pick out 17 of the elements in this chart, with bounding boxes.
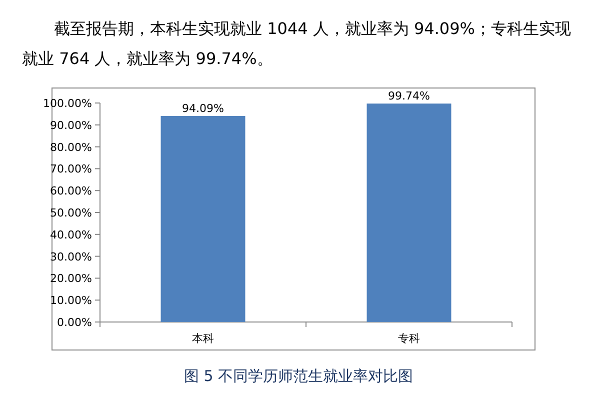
y-tick-label: 70.00%: [50, 162, 92, 176]
y-tick-label: 40.00%: [50, 228, 92, 242]
y-tick-label: 60.00%: [50, 184, 92, 198]
data-label: 94.09%: [182, 102, 224, 115]
y-tick-label: 0.00%: [57, 316, 92, 329]
y-tick-label: 100.00%: [43, 97, 92, 110]
y-tick-label: 80.00%: [50, 140, 92, 154]
y-tick-label: 20.00%: [50, 272, 92, 286]
y-tick-label: 30.00%: [50, 250, 92, 264]
y-tick-label: 90.00%: [50, 118, 92, 132]
text: 图 5 不同学历师范生就业率对比图: [182, 367, 414, 386]
y-tick-label: 50.00%: [50, 206, 92, 220]
data-label: 99.74%: [388, 90, 430, 103]
x-tick-label: 本科: [192, 332, 214, 345]
x-tick-label: 专科: [398, 332, 420, 345]
text: 截至报告期，本科生实现就业 1044 人，就业率为 94.09%；专科生实现就业 764 人，就业率为 99.74%。: [22, 18, 572, 70]
y-tick-label: 10.00%: [50, 294, 92, 308]
